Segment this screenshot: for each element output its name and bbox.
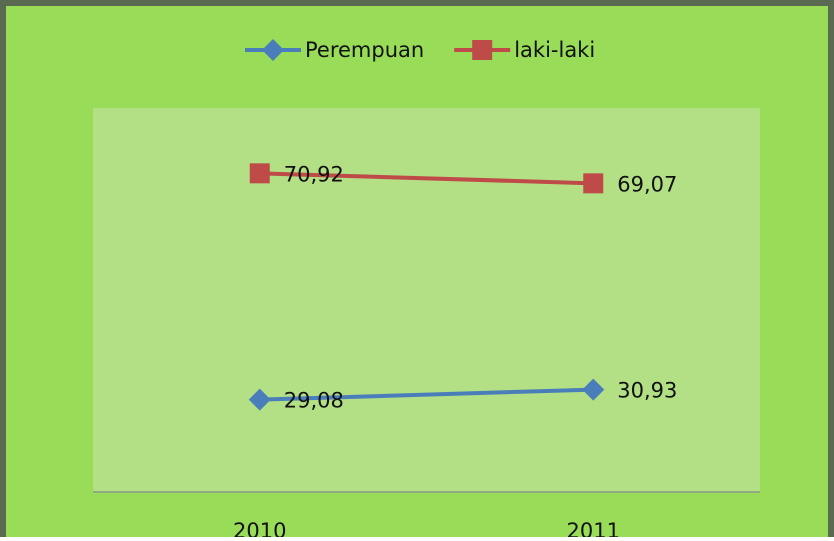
data-point xyxy=(583,173,604,194)
plot-area xyxy=(93,108,760,492)
legend-label: Perempuan xyxy=(305,38,424,62)
legend-marker xyxy=(262,39,284,61)
data-label: 70,92 xyxy=(284,162,344,186)
data-point xyxy=(249,163,270,184)
legend-marker xyxy=(472,40,493,60)
data-point xyxy=(582,378,605,401)
x-tick-label: 2011 xyxy=(567,519,620,537)
series-line xyxy=(259,171,594,186)
data-label: 29,08 xyxy=(284,389,344,413)
legend-label: laki-laki xyxy=(514,38,595,62)
series-line xyxy=(259,387,594,402)
data-point xyxy=(248,388,271,411)
data-label: 30,93 xyxy=(617,379,677,403)
data-label: 69,07 xyxy=(617,172,677,196)
x-tick-label: 2010 xyxy=(233,519,286,537)
